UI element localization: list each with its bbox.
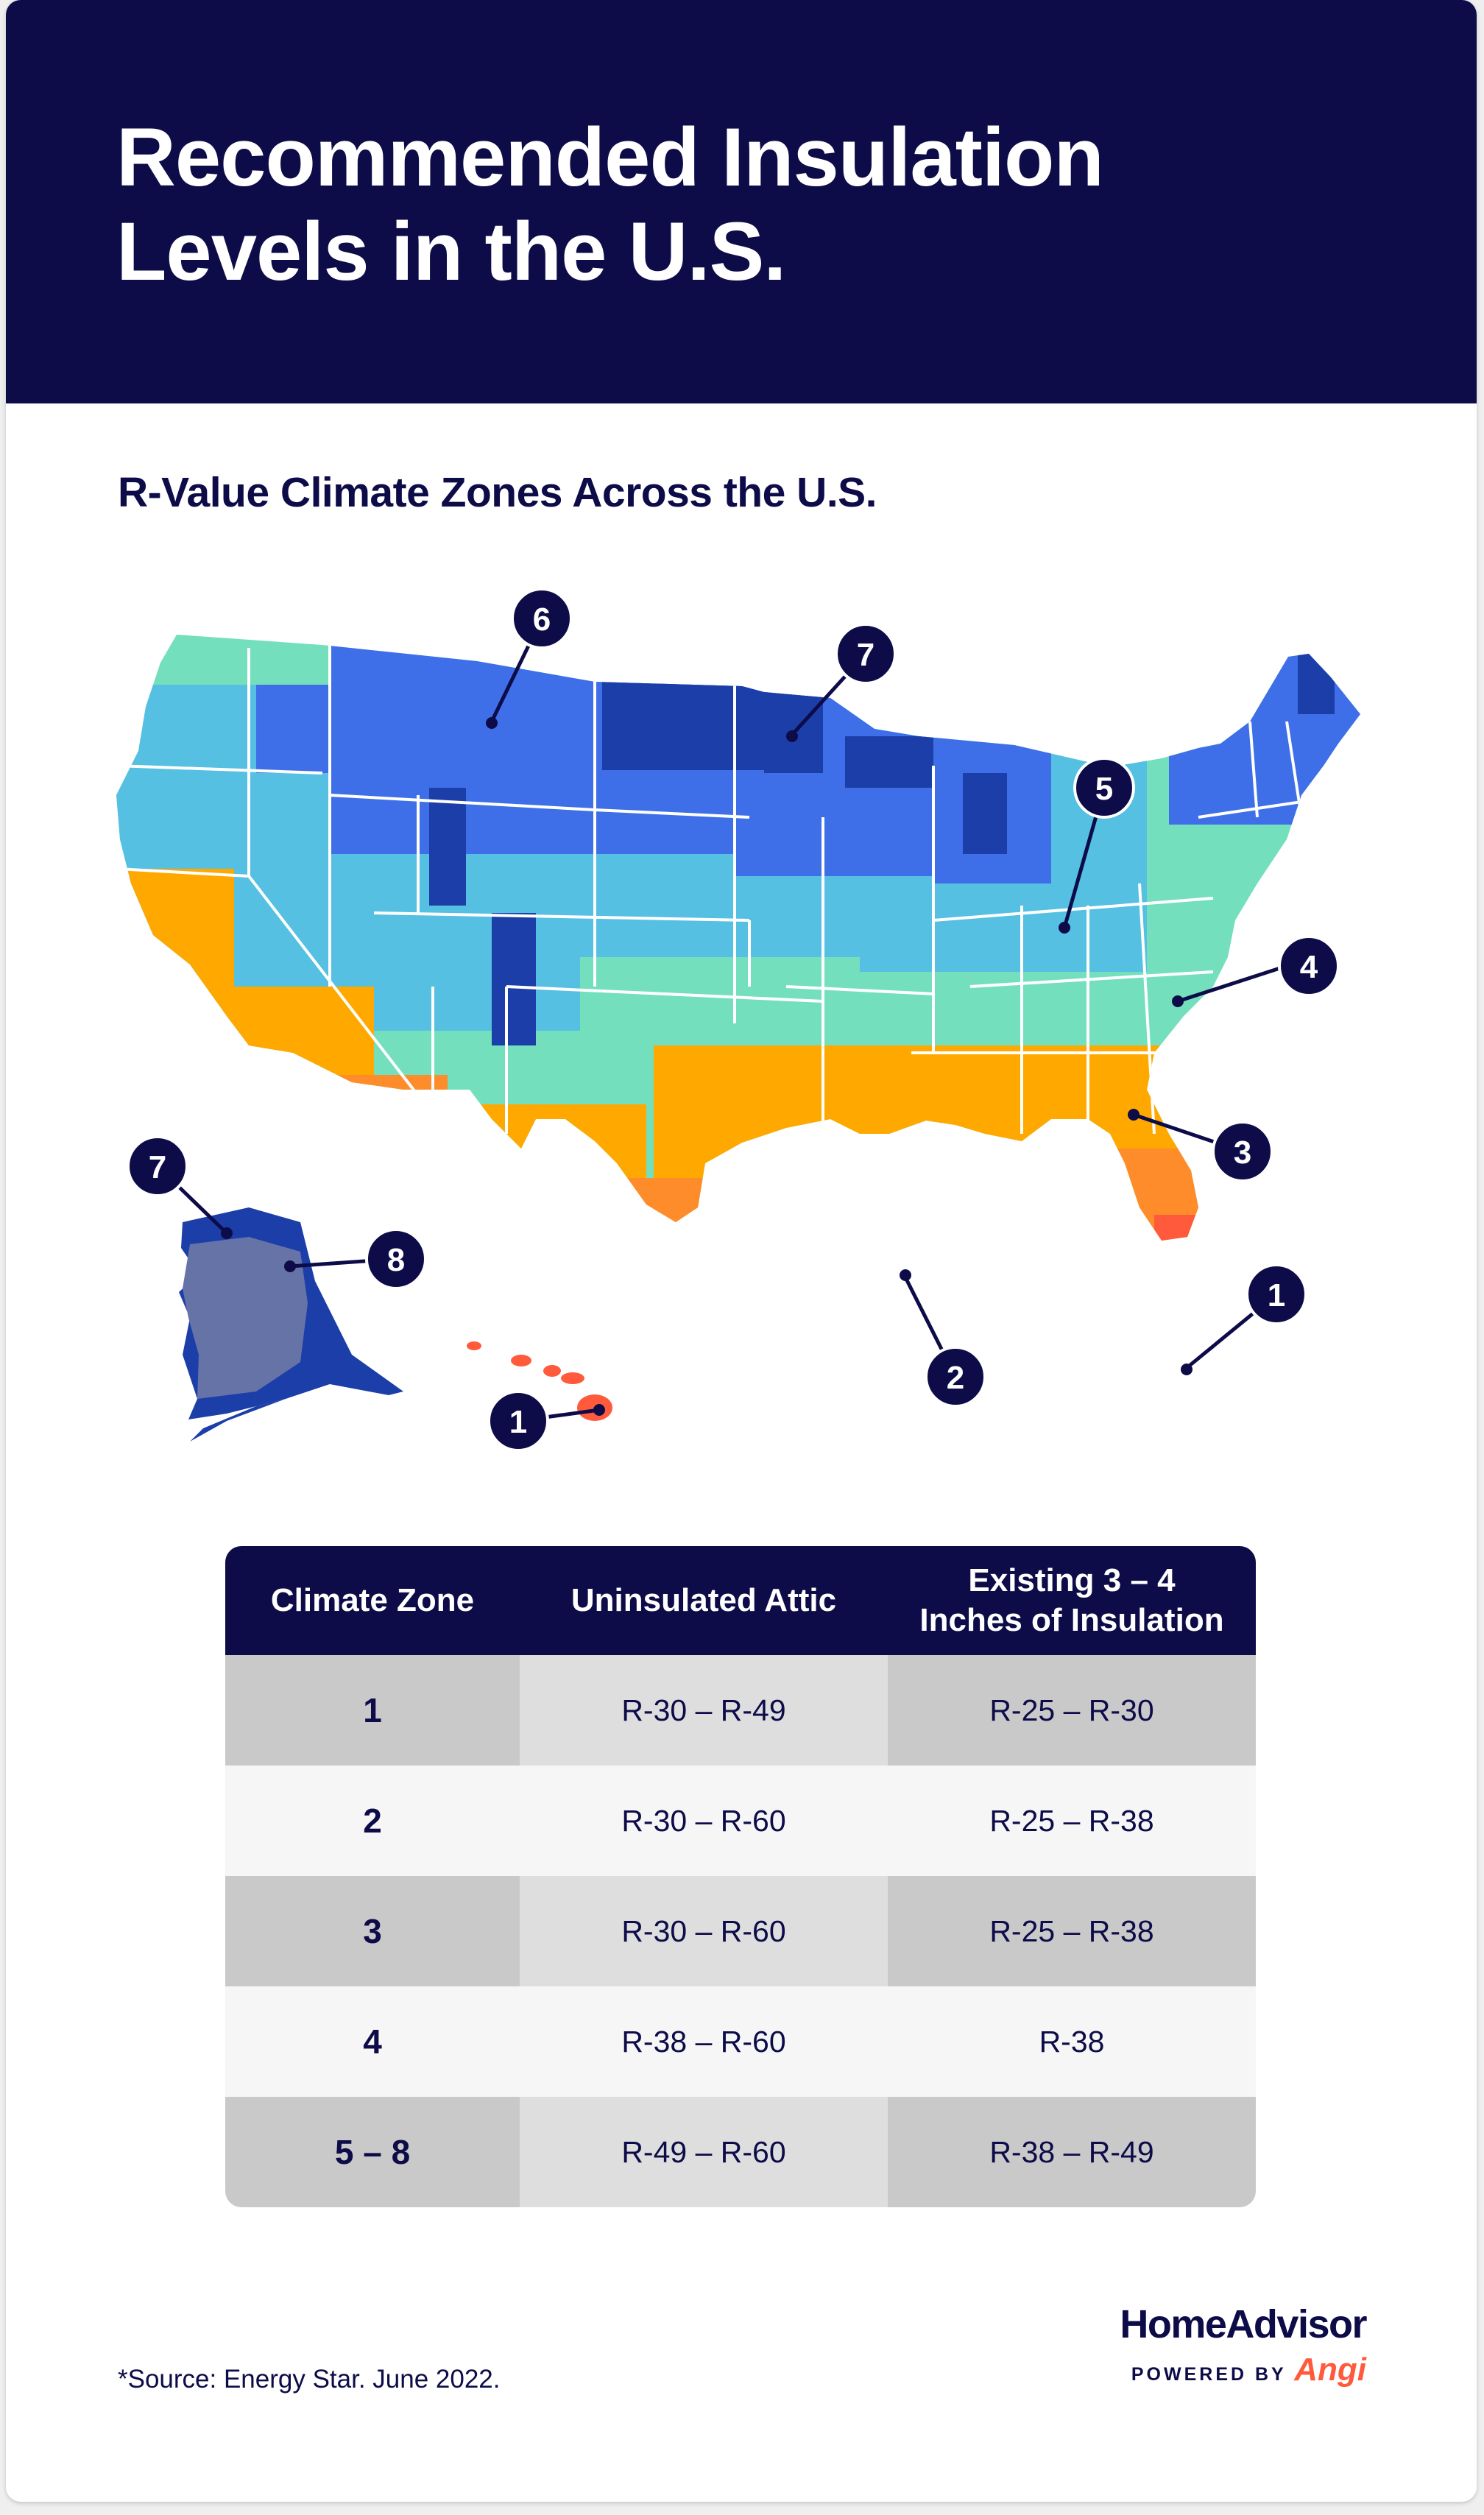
table-header: Climate Zone Uninsulated Attic Existing … (225, 1546, 1256, 1655)
zone-cell: 4 (225, 1986, 520, 2097)
svg-text:3: 3 (1234, 1135, 1251, 1171)
angi-logo: Angi (1294, 2352, 1366, 2388)
table-row: 3 R-30 – R-60 R-25 – R-38 (225, 1876, 1256, 1986)
header-uninsulated-attic: Uninsulated Attic (570, 1582, 837, 1618)
callout-zone-1-hawaii: 1 (487, 1390, 549, 1452)
powered-by-text: POWERED BY (1131, 2364, 1287, 2385)
callout-zone-8: 8 (365, 1228, 427, 1290)
callout-zone-6: 6 (511, 588, 573, 649)
header-climate-zone: Climate Zone (270, 1582, 475, 1618)
existing-cell: R-25 – R-38 (888, 1876, 1256, 1986)
svg-text:1: 1 (509, 1404, 527, 1440)
source-note: *Source: Energy Star. June 2022. (118, 2365, 501, 2394)
zone-cell: 1 (225, 1655, 520, 1766)
insulation-table: Climate Zone Uninsulated Attic Existing … (225, 1546, 1256, 2207)
table-row: 4 R-38 – R-60 R-38 (225, 1986, 1256, 2097)
table-row: 5 – 8 R-49 – R-60 R-38 – R-49 (225, 2097, 1256, 2207)
existing-cell: R-25 – R-30 (888, 1655, 1256, 1766)
svg-text:2: 2 (947, 1360, 964, 1396)
callout-zone-7-alaska: 7 (127, 1135, 188, 1197)
map-subtitle: R-Value Climate Zones Across the U.S. (118, 469, 877, 516)
logo-brand: HomeAdvisor (1120, 2302, 1367, 2346)
svg-text:1: 1 (1268, 1277, 1285, 1313)
uninsulated-cell: R-30 – R-60 (520, 1766, 888, 1876)
uninsulated-cell: R-49 – R-60 (520, 2097, 888, 2207)
svg-text:7: 7 (857, 637, 875, 673)
header-existing-line-1: Existing 3 – 4 (968, 1562, 1176, 1598)
climate-zone-map: 6 7 5 4 3 2 1 (116, 588, 1360, 1452)
callout-zone-2: 2 (925, 1346, 986, 1408)
uninsulated-cell: R-30 – R-49 (520, 1655, 888, 1766)
callout-zone-7-minnesota: 7 (835, 623, 897, 685)
svg-text:7: 7 (149, 1149, 166, 1185)
callout-zone-1-florida: 1 (1246, 1263, 1307, 1325)
logo-powered-by: POWERED BY Angi (1120, 2352, 1366, 2388)
existing-cell: R-25 – R-38 (888, 1766, 1256, 1876)
header-banner: Recommended Insulation Levels in the U.S… (6, 0, 1477, 403)
title-line-2: Levels in the U.S. (116, 205, 786, 297)
state-borders (116, 641, 1346, 1185)
title-line-1: Recommended Insulation (116, 111, 1104, 203)
svg-text:8: 8 (387, 1242, 405, 1278)
page-title: Recommended Insulation Levels in the U.S… (116, 110, 1104, 299)
svg-text:5: 5 (1095, 771, 1113, 807)
callout-dots (221, 717, 1192, 1416)
zone-cell: 2 (225, 1766, 520, 1876)
uninsulated-cell: R-30 – R-60 (520, 1876, 888, 1986)
homeadvisor-logo: HomeAdvisor POWERED BY Angi (1120, 2301, 1367, 2388)
contiguous-us (116, 635, 1360, 1241)
alaska (179, 1207, 403, 1442)
header-existing-insulation: Existing 3 – 4 Inches of Insulation (888, 1546, 1256, 1655)
callout-zone-5: 5 (1073, 757, 1135, 819)
uninsulated-cell: R-38 – R-60 (520, 1986, 888, 2097)
callout-zone-3: 3 (1212, 1121, 1273, 1182)
infographic-card: Recommended Insulation Levels in the U.S… (6, 0, 1477, 2502)
table-row: 1 R-30 – R-49 R-25 – R-30 (225, 1655, 1256, 1766)
header-existing-line-2: Inches of Insulation (919, 1602, 1224, 1638)
svg-text:6: 6 (533, 602, 551, 638)
table-row: 2 R-30 – R-60 R-25 – R-38 (225, 1766, 1256, 1876)
zone-cell: 5 – 8 (225, 2097, 520, 2207)
callout-zone-4: 4 (1278, 935, 1340, 997)
existing-cell: R-38 (888, 1986, 1256, 2097)
zone-cell: 3 (225, 1876, 520, 1986)
existing-cell: R-38 – R-49 (888, 2097, 1256, 2207)
svg-text:4: 4 (1300, 949, 1318, 985)
